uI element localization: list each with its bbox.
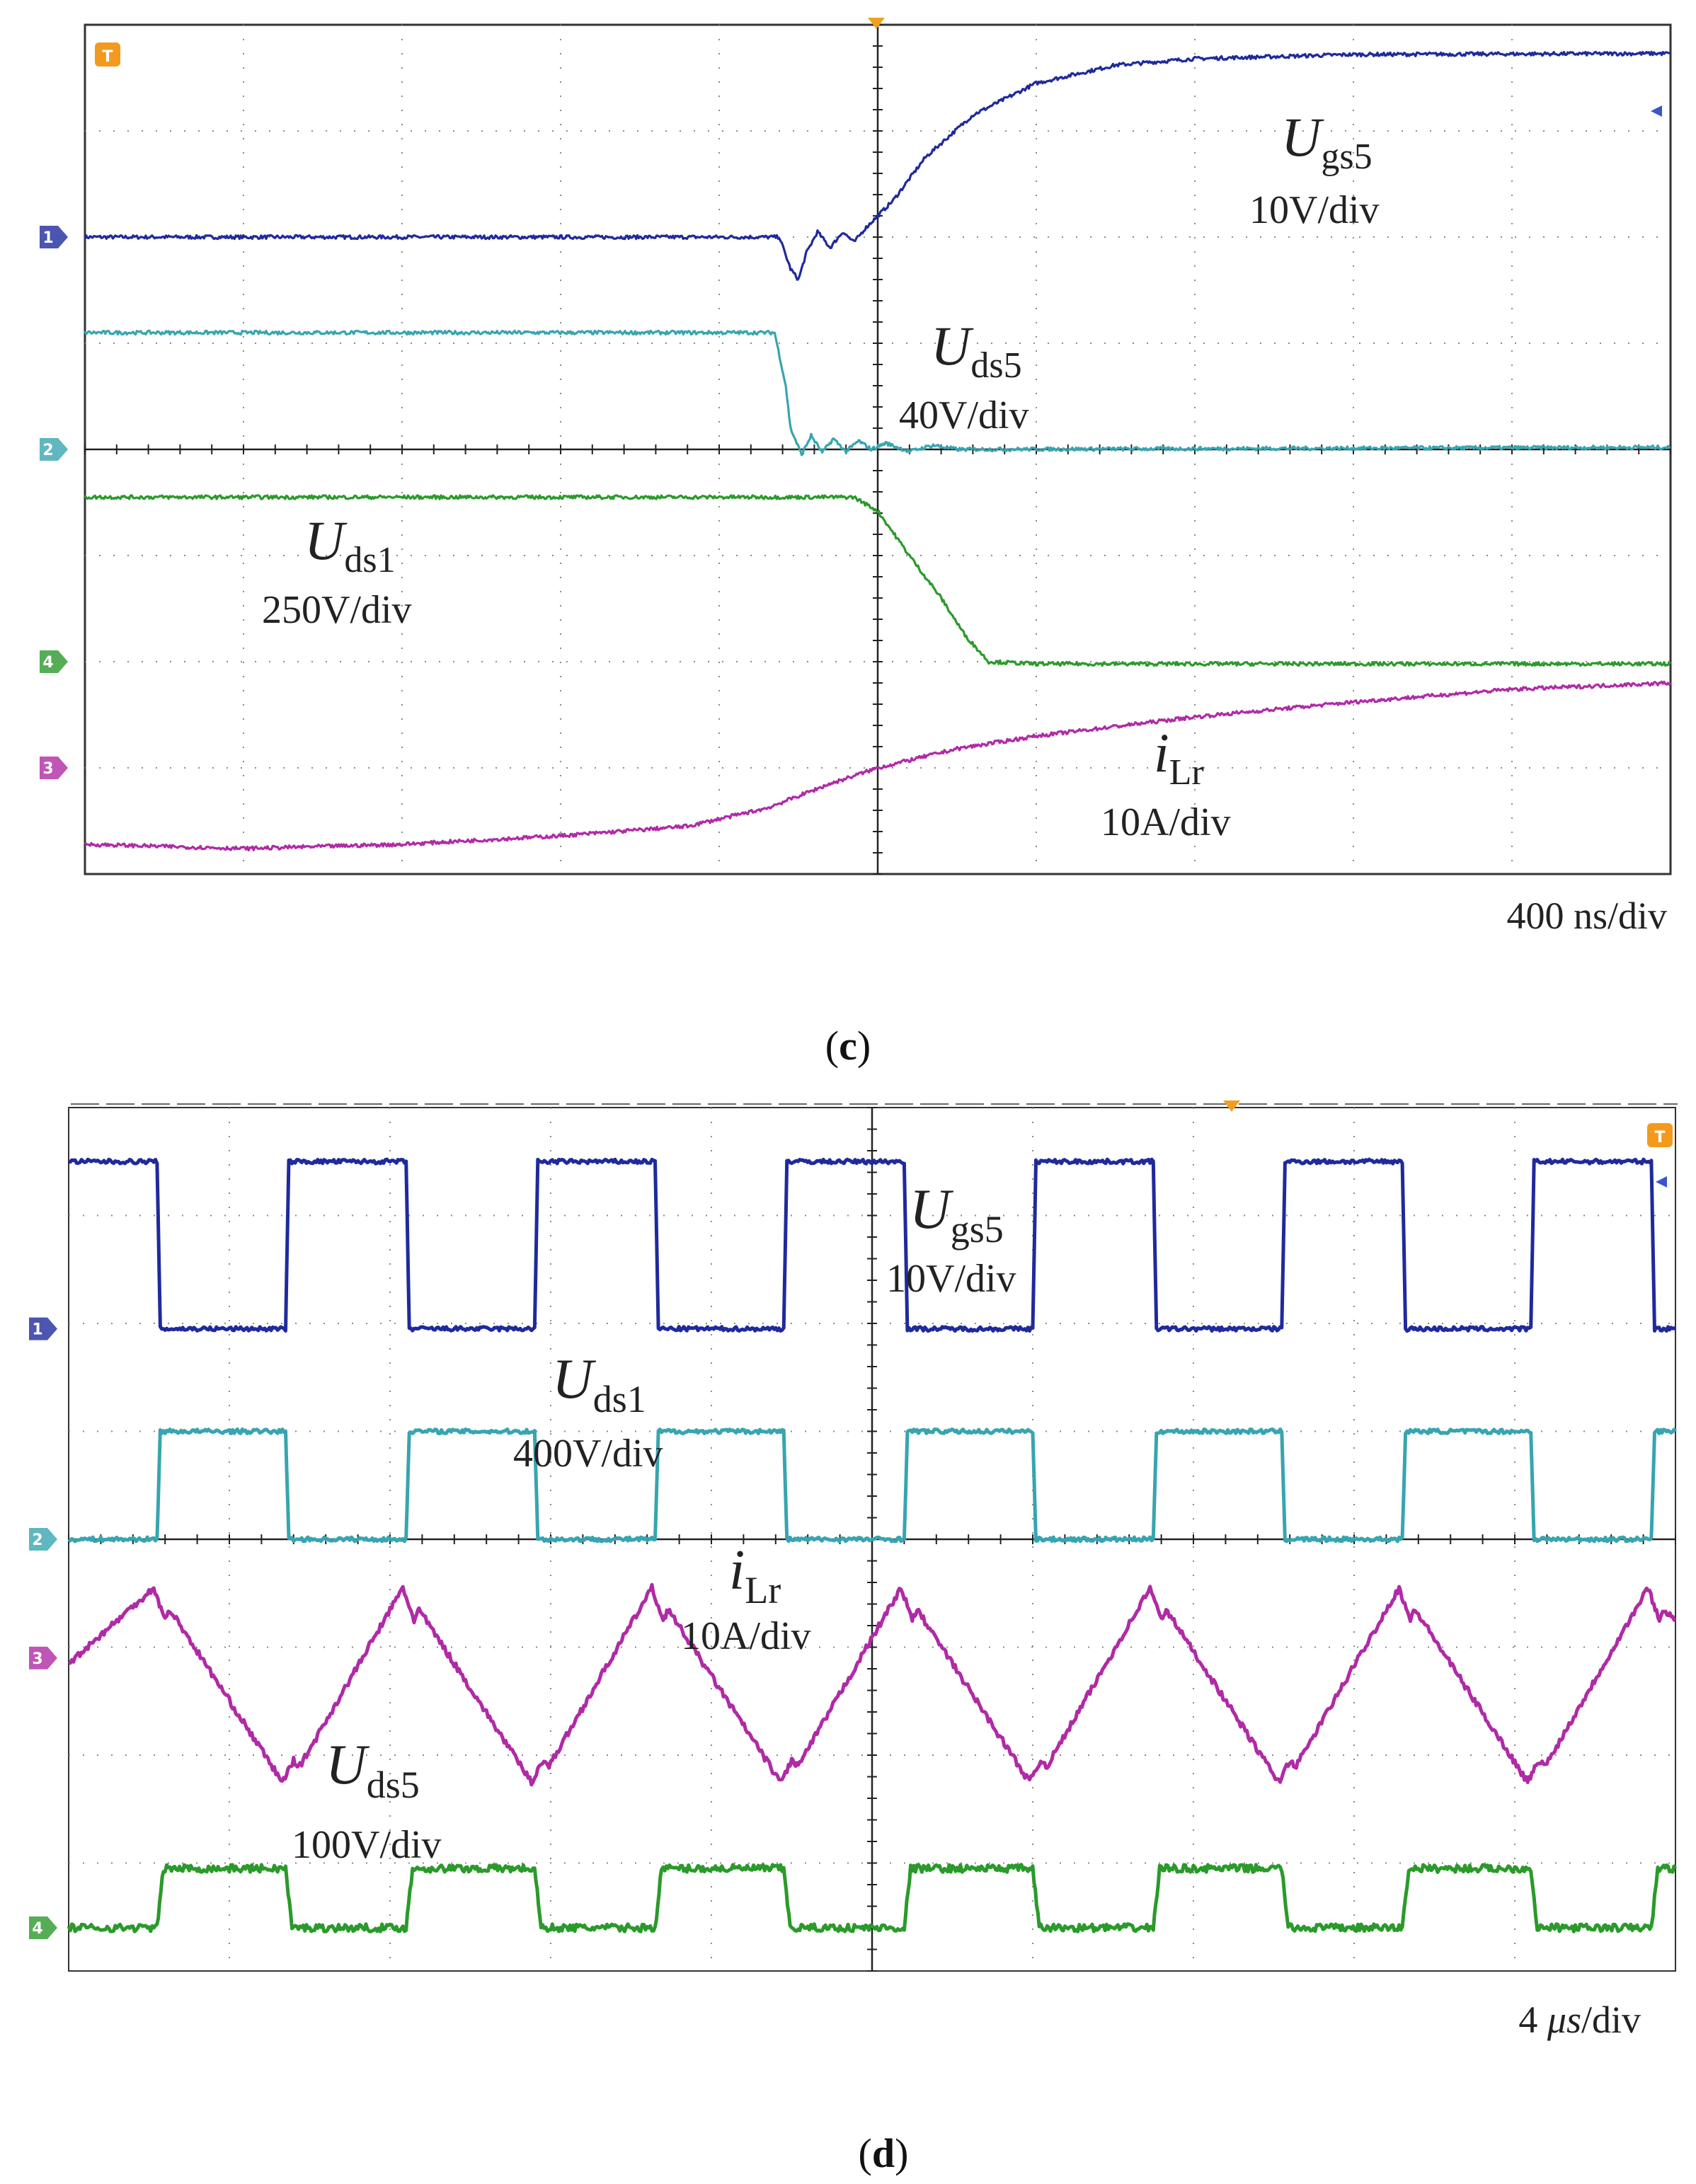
svg-text:iLr: iLr	[729, 1539, 781, 1611]
svg-text:Ugs5: Ugs5	[910, 1178, 1004, 1251]
channel-marker-number: 4	[32, 1920, 42, 1938]
panel-d-traces	[67, 1157, 1678, 1933]
channel-marker-number: 1	[32, 1321, 42, 1339]
panel-d-timebase-unit: μs	[1547, 1999, 1581, 2041]
trigger-flag-icon	[1647, 1123, 1673, 1147]
label-main: U	[326, 1734, 370, 1796]
channel-marker-number: 3	[42, 760, 53, 778]
panel-c-scale-ilr: 10A/div	[1101, 800, 1231, 844]
label-sub: Lr	[1169, 752, 1204, 793]
panel-d-channel-markers: 1 2 3 4 T	[29, 1100, 1673, 1939]
channel-marker-4	[29, 1916, 57, 1939]
svg-text:Uds5: Uds5	[931, 315, 1022, 386]
trigger-level-arrow-icon	[1651, 105, 1662, 117]
panel-d-caption: (d)	[859, 2130, 909, 2176]
panel-c-caption-letter: c	[839, 1023, 857, 1069]
panel-d-oscilloscope: 1 2 3 4 T Ugs5 10V/div Uds1 400V/div iLr 10A…	[29, 1100, 1678, 2176]
label-sub: ds1	[344, 540, 395, 580]
trace-uds5	[84, 329, 1671, 456]
trace-ugs5	[84, 50, 1671, 281]
channel-marker-2	[40, 438, 68, 461]
label-main: U	[552, 1348, 597, 1410]
panel-c-channel-markers: 1 2 4 3 T	[40, 18, 1662, 779]
trace-ilr	[84, 680, 1672, 851]
svg-text:iLr: iLr	[1154, 722, 1204, 793]
svg-text:Uds1: Uds1	[552, 1348, 646, 1420]
panel-d-label-uds5: Uds5 100V/div	[292, 1734, 442, 1867]
label-sub: ds5	[970, 345, 1021, 386]
channel-marker-number: 2	[42, 442, 53, 459]
label-sub: gs5	[1321, 137, 1372, 177]
trace-ugs5	[68, 1157, 1676, 1333]
svg-text:Uds5: Uds5	[326, 1734, 420, 1806]
label-main: U	[304, 510, 348, 571]
panel-c-grid	[84, 24, 1671, 875]
label-sub: gs5	[951, 1208, 1004, 1251]
channel-marker-1	[40, 226, 68, 248]
channel-marker-number: 3	[32, 1650, 42, 1668]
panel-c-label-uds1: Uds1 250V/div	[262, 510, 412, 632]
panel-c-scale-uds5: 40V/div	[899, 393, 1029, 437]
panel-c-caption: (c)	[825, 1023, 871, 1069]
panel-c-scale-uds1: 250V/div	[262, 588, 412, 632]
channel-marker-1	[29, 1317, 57, 1340]
channel-marker-2	[29, 1528, 57, 1551]
trigger-flag-icon	[95, 42, 120, 67]
channel-marker-number: 1	[42, 229, 53, 247]
channel-marker-4	[40, 650, 68, 673]
trace-uds1	[67, 1427, 1677, 1544]
panel-c-traces	[84, 50, 1672, 851]
svg-text:Ugs5: Ugs5	[1281, 106, 1373, 177]
channel-marker-3	[29, 1646, 57, 1669]
panel-d-caption-letter: d	[872, 2130, 895, 2176]
label-sub: ds5	[367, 1764, 420, 1806]
panel-c-label-ugs5: Ugs5 10V/div	[1249, 106, 1380, 232]
panel-c-oscilloscope: 1 2 4 3 T Ugs5 10V/div Uds5 40V/div Uds1 250…	[40, 18, 1672, 1069]
svg-text:Uds1: Uds1	[304, 510, 396, 580]
panel-d-scale-ilr: 10A/div	[681, 1614, 811, 1658]
panel-d-timebase: 4 μs/div	[1518, 1999, 1641, 2041]
panel-d-timebase-num: 4	[1518, 1999, 1537, 2041]
trace-uds1	[84, 494, 1672, 667]
channel-marker-number: 2	[32, 1531, 42, 1549]
label-sub: Lr	[745, 1569, 781, 1611]
channel-marker-number: 4	[42, 654, 53, 672]
trigger-flag-letter: T	[1654, 1129, 1665, 1146]
panel-c-scale-ugs5: 10V/div	[1249, 188, 1380, 232]
label-main: i	[729, 1539, 745, 1602]
trigger-position-icon	[868, 18, 885, 29]
panel-d-label-ugs5: Ugs5 10V/div	[886, 1178, 1016, 1301]
trace-uds5	[67, 1863, 1678, 1933]
trigger-position-icon	[1223, 1100, 1240, 1112]
panel-d-label-uds1: Uds1 400V/div	[513, 1348, 663, 1476]
label-main: U	[910, 1178, 954, 1241]
trace-ilr	[68, 1582, 1676, 1787]
panel-c-timebase: 400 ns/div	[1506, 895, 1667, 937]
panel-d-scale-uds5: 100V/div	[292, 1823, 442, 1867]
channel-marker-3	[40, 757, 68, 779]
panel-d-timebase-rest: /div	[1581, 1999, 1641, 2041]
label-main: i	[1154, 722, 1169, 783]
label-main: U	[931, 315, 974, 377]
panel-d-label-ilr: iLr 10A/div	[681, 1539, 811, 1658]
label-main: U	[1281, 106, 1324, 168]
trigger-level-arrow-icon	[1656, 1176, 1667, 1188]
label-sub: ds1	[593, 1378, 646, 1420]
panel-d-scale-ugs5: 10V/div	[886, 1257, 1016, 1301]
panel-c-label-ilr: iLr 10A/div	[1101, 722, 1231, 844]
panel-d-scale-uds1: 400V/div	[513, 1432, 663, 1476]
panel-c-label-uds5: Uds5 40V/div	[899, 315, 1029, 437]
trigger-flag-letter: T	[102, 48, 113, 66]
